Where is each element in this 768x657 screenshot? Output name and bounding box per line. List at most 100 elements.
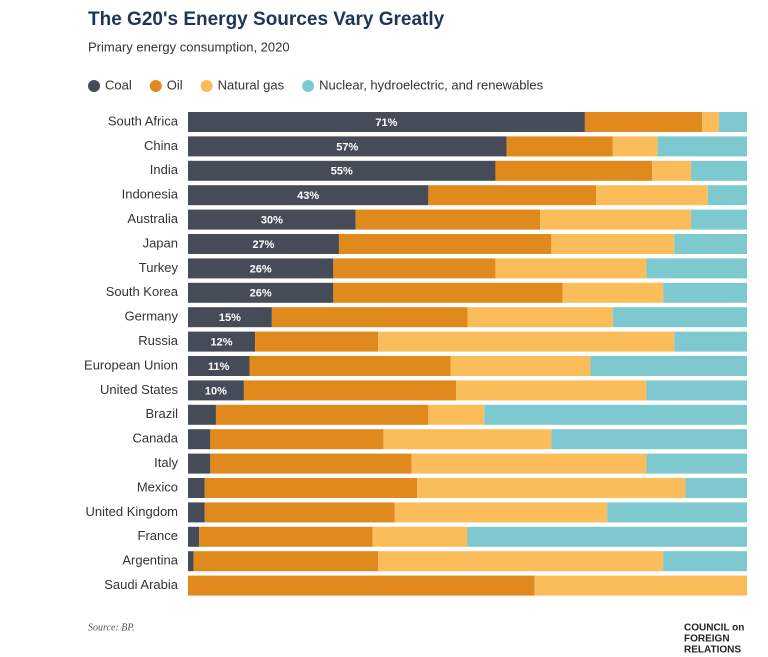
bar-segment	[428, 185, 597, 206]
bar-segment	[691, 160, 747, 181]
bar-segment	[199, 526, 373, 547]
bar-segment	[255, 331, 379, 352]
bar-segment	[467, 526, 747, 547]
bar-segment	[612, 136, 658, 157]
legend-label: Nuclear, hydroelectric, and renewables	[319, 77, 544, 92]
bar-segment	[338, 234, 552, 254]
bar-segment	[188, 160, 496, 181]
bar-segment	[188, 356, 250, 376]
bar-segment	[607, 502, 747, 523]
bar-segment	[417, 478, 686, 498]
bar-segment	[646, 453, 747, 474]
bar-segment	[188, 209, 356, 230]
bar-segment	[372, 526, 468, 547]
bar-segment	[204, 502, 395, 523]
bar-segment	[674, 331, 747, 352]
bar-segment	[612, 307, 747, 328]
legend-swatch	[149, 80, 162, 92]
bar-segment	[428, 404, 485, 425]
y-tick-label: France	[138, 528, 178, 543]
bar-segment	[506, 136, 613, 157]
bar-segment	[188, 453, 211, 474]
bar-segment	[495, 258, 647, 279]
y-tick-label: United Kingdom	[86, 504, 179, 519]
bar-segment	[646, 258, 747, 279]
bar-segment	[411, 453, 647, 474]
logo-line: FOREIGN	[684, 634, 730, 645]
data-label: 57%	[336, 141, 358, 153]
data-label: 71%	[375, 117, 397, 129]
bar-segment	[188, 112, 585, 132]
y-tick-label: Germany	[125, 309, 179, 324]
data-label: 30%	[261, 215, 283, 227]
bar-segment	[188, 307, 272, 328]
bar-segment	[551, 234, 675, 254]
data-label: 10%	[205, 385, 227, 397]
legend-swatch	[302, 80, 315, 92]
y-tick-label: Turkey	[139, 260, 179, 275]
bar-segment	[193, 551, 379, 572]
bar-segment	[562, 282, 664, 303]
chart-title: The G20's Energy Sources Vary Greatly	[88, 9, 445, 30]
chart-subtitle: Primary energy consumption, 2020	[88, 39, 290, 54]
y-tick-label: South Africa	[108, 113, 179, 128]
data-label: 12%	[211, 337, 233, 349]
bar-segment	[188, 575, 535, 596]
bar-segment	[657, 136, 747, 157]
bar-segment	[188, 234, 339, 254]
y-tick-label: Brazil	[145, 406, 178, 421]
bar-segment	[590, 356, 747, 376]
bar-segment	[215, 404, 429, 425]
bar-segment	[685, 478, 747, 498]
bar-segment	[702, 112, 720, 132]
legend-label: Oil	[167, 77, 183, 92]
bar-segment	[188, 258, 334, 279]
bar-segment	[188, 404, 216, 425]
bar-segment	[584, 112, 703, 132]
bar-segment	[674, 234, 747, 254]
y-tick-label: Saudi Arabia	[104, 577, 178, 592]
data-label: 43%	[297, 190, 319, 202]
y-tick-label: United States	[100, 382, 179, 397]
bar-segment	[188, 502, 205, 523]
bar-segment	[210, 453, 412, 474]
legend-label: Natural gas	[218, 77, 285, 92]
bar-segment	[378, 551, 664, 572]
y-tick-label: Mexico	[137, 479, 178, 494]
bar-segment	[188, 551, 194, 572]
y-tick-label: Japan	[143, 235, 178, 250]
bar-segment	[467, 307, 613, 328]
bar-segment	[394, 502, 608, 523]
logo-line: RELATIONS	[684, 645, 741, 656]
bar-segment	[719, 112, 747, 132]
data-label: 15%	[219, 312, 241, 324]
y-tick-label: Indonesia	[122, 187, 179, 202]
bar-segment	[383, 429, 552, 450]
bar-segment	[540, 209, 692, 230]
bar-segment	[707, 185, 747, 206]
y-tick-label: European Union	[84, 357, 178, 372]
y-tick-label: Canada	[132, 431, 178, 446]
bar-segment	[663, 282, 747, 303]
y-tick-label: Russia	[138, 333, 179, 348]
bar-segment	[188, 185, 429, 206]
data-label: 26%	[250, 263, 272, 275]
legend-swatch	[200, 80, 213, 92]
bar-segment	[450, 356, 591, 376]
bar-segment	[210, 429, 384, 450]
bar-segment	[551, 429, 747, 450]
bar-segment	[456, 380, 647, 401]
bar-segment	[378, 331, 675, 352]
bar-segment	[333, 282, 563, 303]
bar-segment	[188, 380, 244, 401]
y-tick-label: India	[150, 162, 179, 177]
bar-segment	[495, 160, 652, 181]
bar-segment	[188, 478, 205, 498]
data-label: 11%	[208, 361, 230, 373]
y-tick-label: China	[144, 138, 179, 153]
bar-segment	[204, 478, 418, 498]
bar-segment	[188, 526, 200, 547]
bar-segment	[663, 551, 747, 572]
y-tick-label: Argentina	[122, 553, 178, 568]
